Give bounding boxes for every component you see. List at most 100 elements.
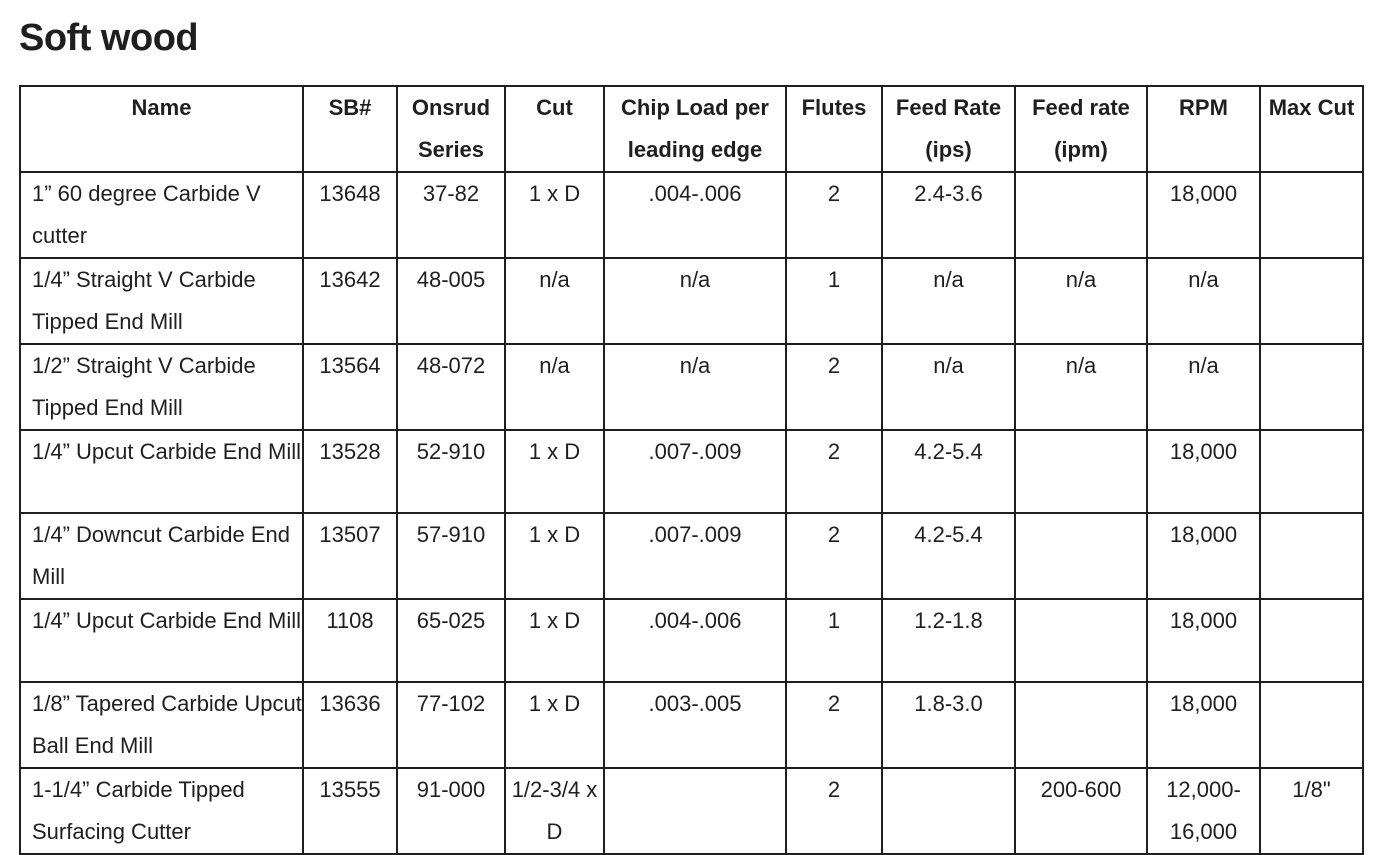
cell-feed-rate-ips [881, 767, 1016, 855]
cell-name: 1/2” Straight V Carbide Tipped End Mill [19, 343, 304, 431]
table-body: 1” 60 degree Carbide V cutter 13648 37-8… [19, 171, 1364, 855]
cell-value: 1 x D [528, 608, 581, 633]
cell-value: 13507 [319, 522, 381, 547]
cell-cut: 1 x D [504, 512, 605, 600]
cell-value: 4.2-5.4 [914, 522, 983, 547]
cell-chip-load: .004-.006 [603, 598, 787, 683]
cell-feed-rate-ips: 4.2-5.4 [881, 512, 1016, 600]
header-label: SB# [328, 95, 372, 120]
cell-name: 1/4” Straight V Carbide Tipped End Mill [19, 257, 304, 345]
cell-max-cut [1259, 257, 1364, 345]
cell-flutes: 1 [785, 257, 883, 345]
cell-chip-load: .003-.005 [603, 681, 787, 769]
cell-value: 200-600 [1040, 777, 1122, 802]
cell-chip-load: .004-.006 [603, 171, 787, 259]
cell-name: 1” 60 degree Carbide V cutter [19, 171, 304, 259]
cell-value: 1/4” Upcut Carbide End Mill [32, 439, 302, 464]
cell-chip-load: n/a [603, 257, 787, 345]
cell-value: 1 [827, 267, 841, 292]
header-label: Feed rate (ipm) [1032, 95, 1130, 162]
cell-sb: 13555 [302, 767, 398, 855]
cell-feed-rate-ips: 2.4-3.6 [881, 171, 1016, 259]
cell-feed-rate-ips: n/a [881, 257, 1016, 345]
cell-rpm: 18,000 [1146, 429, 1261, 514]
cell-value: 1/4” Downcut Carbide End Mill [32, 522, 291, 589]
cell-value: n/a [1065, 353, 1097, 378]
cell-value: 65-025 [416, 608, 486, 633]
header-cell-max-cut: Max Cut [1259, 85, 1364, 173]
cell-value: 18,000 [1169, 608, 1238, 633]
table-row: 1-1/4” Carbide Tipped Surfacing Cutter 1… [19, 767, 1364, 855]
cell-rpm: n/a [1146, 257, 1261, 345]
soft-wood-table: Name SB# Onsrud Series Cut Chip Load per… [19, 85, 1364, 855]
cell-name: 1/4” Upcut Carbide End Mill [19, 429, 304, 514]
cell-value: 13564 [319, 353, 381, 378]
cell-cut: 1 x D [504, 171, 605, 259]
cell-sb: 13636 [302, 681, 398, 769]
cell-chip-load: .007-.009 [603, 429, 787, 514]
cell-value: 13528 [319, 439, 381, 464]
cell-value: 13636 [319, 691, 381, 716]
cell-value: 48-005 [416, 267, 486, 292]
cell-value: .004-.006 [648, 181, 742, 206]
cell-cut: n/a [504, 257, 605, 345]
cell-value: 2 [827, 522, 841, 547]
cell-feed-rate-ips: n/a [881, 343, 1016, 431]
cell-value: 2 [827, 439, 841, 464]
cell-value: 2.4-3.6 [914, 181, 983, 206]
cell-value: 1/2” Straight V Carbide Tipped End Mill [32, 353, 256, 420]
cell-name: 1/8” Tapered Carbide Upcut Ball End Mill [19, 681, 304, 769]
cell-feed-rate-ipm: 200-600 [1014, 767, 1148, 855]
cell-value: 2 [827, 777, 841, 802]
cell-flutes: 1 [785, 598, 883, 683]
cell-value: .004-.006 [648, 608, 742, 633]
cell-feed-rate-ipm [1014, 598, 1148, 683]
cell-sb: 13507 [302, 512, 398, 600]
cell-value: 91-000 [416, 777, 486, 802]
header-cell-rpm: RPM [1146, 85, 1261, 173]
header-cell-name: Name [19, 85, 304, 173]
cell-max-cut [1259, 598, 1364, 683]
cell-name: 1-1/4” Carbide Tipped Surfacing Cutter [19, 767, 304, 855]
cell-value: n/a [679, 267, 711, 292]
header-label: Name [131, 95, 192, 120]
cell-chip-load [603, 767, 787, 855]
cell-value: 2 [827, 691, 841, 716]
cell-value: 1” 60 degree Carbide V cutter [32, 181, 261, 248]
cell-value: 1/2-3/4 x D [511, 777, 598, 844]
cell-sb: 13648 [302, 171, 398, 259]
cell-value: 1 x D [528, 691, 581, 716]
header-label: Onsrud Series [411, 95, 491, 162]
cell-value: n/a [679, 353, 711, 378]
cell-value: 13555 [319, 777, 381, 802]
header-cell-feed-rate-ipm: Feed rate (ipm) [1014, 85, 1148, 173]
header-label: Flutes [801, 95, 867, 120]
cell-sb: 13564 [302, 343, 398, 431]
cell-value: n/a [539, 353, 570, 378]
cell-value: 48-072 [416, 353, 486, 378]
cell-feed-rate-ipm: n/a [1014, 257, 1148, 345]
cell-onsrud-series: 48-072 [396, 343, 506, 431]
cell-onsrud-series: 77-102 [396, 681, 506, 769]
cell-onsrud-series: 52-910 [396, 429, 506, 514]
cell-value: 1 x D [528, 439, 581, 464]
cell-value: 13642 [319, 267, 381, 292]
cell-cut: 1 x D [504, 681, 605, 769]
cell-value: 18,000 [1169, 691, 1238, 716]
cell-value: 2 [827, 181, 841, 206]
cell-value: 18,000 [1169, 522, 1238, 547]
cell-max-cut [1259, 429, 1364, 514]
cell-feed-rate-ipm [1014, 171, 1148, 259]
cell-onsrud-series: 91-000 [396, 767, 506, 855]
cell-value: 1-1/4” Carbide Tipped Surfacing Cutter [32, 777, 245, 844]
cell-sb: 13642 [302, 257, 398, 345]
cell-max-cut [1259, 681, 1364, 769]
cell-name: 1/4” Upcut Carbide End Mill [19, 598, 304, 683]
cell-chip-load: .007-.009 [603, 512, 787, 600]
header-cell-onsrud-series: Onsrud Series [396, 85, 506, 173]
cell-sb: 1108 [302, 598, 398, 683]
cell-feed-rate-ips: 4.2-5.4 [881, 429, 1016, 514]
cell-rpm: 18,000 [1146, 512, 1261, 600]
cell-onsrud-series: 65-025 [396, 598, 506, 683]
cell-onsrud-series: 48-005 [396, 257, 506, 345]
